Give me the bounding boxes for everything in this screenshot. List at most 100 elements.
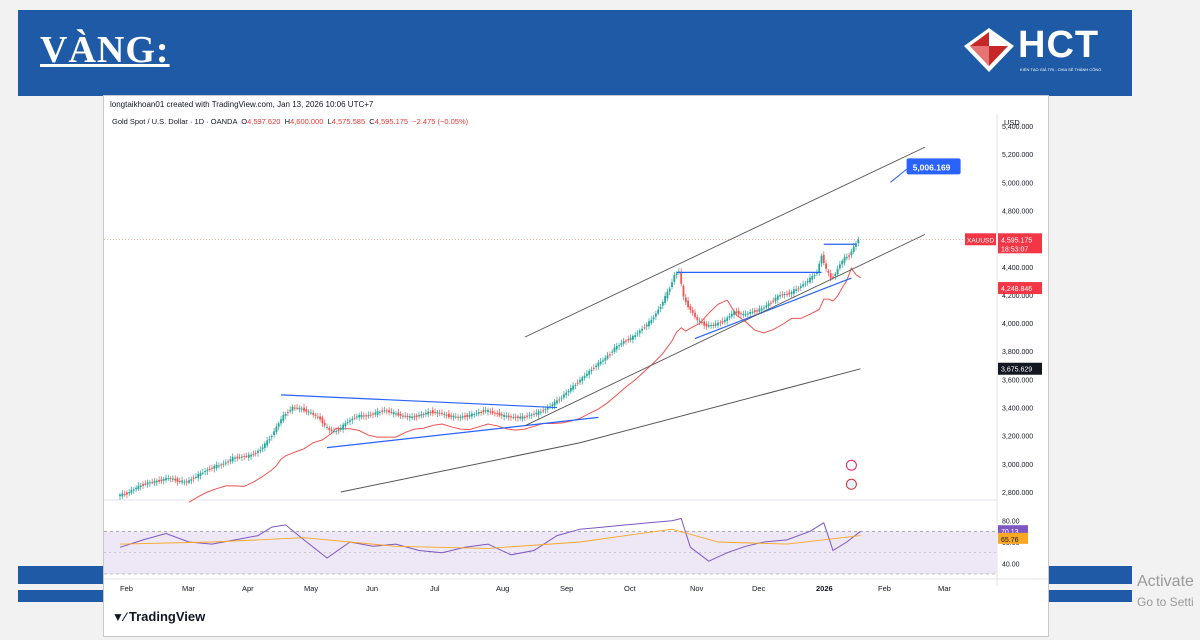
ma-short-label-text: 4,248.846 — [1001, 286, 1032, 293]
candle-body — [719, 322, 722, 324]
currency-label: USD — [1004, 118, 1020, 127]
candle-body — [632, 336, 634, 340]
candle-body — [691, 310, 694, 313]
candle-body — [213, 465, 216, 469]
tradingview-brand: ▼⁄ TradingView — [112, 609, 205, 624]
candle-body — [132, 489, 135, 491]
candle-body — [201, 472, 204, 474]
candle-body — [774, 297, 777, 302]
candle-body — [710, 325, 712, 327]
candle-body — [466, 415, 469, 417]
candle-body — [563, 394, 565, 398]
candle-body — [705, 323, 708, 327]
candle-body — [664, 296, 666, 303]
candle-body — [167, 478, 170, 480]
candle-body — [123, 494, 126, 496]
candle-body — [482, 410, 485, 413]
candle-body — [126, 492, 128, 495]
candle-body — [365, 415, 367, 417]
candle-body — [652, 317, 655, 320]
candle-body — [756, 310, 758, 312]
candle-body — [643, 327, 646, 329]
ma-long-label-box — [998, 362, 1042, 375]
candle-body — [627, 338, 630, 341]
price-tick-label: 3,600.000 — [1002, 377, 1033, 384]
candle-body — [303, 407, 305, 412]
candle-body — [535, 412, 538, 415]
candle-body — [855, 243, 857, 247]
candle-body — [494, 412, 496, 414]
logo-diamond-icon — [964, 28, 1014, 72]
candle-body — [344, 423, 347, 427]
candle-body — [553, 401, 556, 406]
tradingview-logo-icon: ▼⁄ — [112, 610, 126, 624]
candle-body — [576, 382, 579, 384]
candle-body — [542, 410, 545, 412]
candle-body — [206, 469, 209, 472]
candle-body — [388, 410, 390, 413]
candle-body — [666, 291, 669, 299]
candle-body — [806, 281, 809, 283]
candle-body — [381, 410, 384, 412]
candle-body — [811, 275, 814, 280]
candle-body — [418, 414, 420, 417]
candle-body — [356, 416, 358, 418]
candle-body — [680, 271, 683, 284]
candles-group — [119, 236, 860, 500]
rsi-ma-line — [119, 528, 861, 549]
current-price-label-text: 4,595.175 — [1001, 237, 1032, 244]
candle-body — [832, 276, 834, 278]
candle-body — [374, 412, 377, 415]
candle-body — [781, 294, 784, 296]
candle-body — [850, 251, 853, 256]
candle-body — [135, 487, 137, 490]
candle-body — [369, 414, 372, 416]
current-price-label-box — [998, 233, 1042, 254]
candle-body — [765, 305, 768, 308]
candle-body — [597, 362, 600, 367]
candle-body — [751, 311, 754, 313]
price-tick-label: 5,200.000 — [1002, 152, 1033, 159]
candle-body — [383, 410, 386, 412]
candle-body — [760, 308, 763, 311]
candle-body — [443, 413, 446, 415]
time-tick-label: Sep — [560, 584, 573, 593]
candle-body — [717, 322, 719, 326]
candle-body — [227, 461, 229, 463]
candle-body — [565, 392, 568, 396]
candle-body — [204, 470, 206, 473]
candle-body — [266, 440, 269, 446]
candle-body — [379, 411, 381, 413]
candle-body — [857, 239, 860, 244]
candle-body — [742, 313, 745, 316]
candle-body — [298, 407, 301, 410]
candle-body — [793, 289, 795, 294]
candle-body — [153, 481, 156, 483]
candle-body — [146, 482, 149, 485]
candle-body — [151, 482, 154, 484]
candle-body — [326, 426, 328, 428]
candle-body — [822, 254, 825, 264]
price-tick-label: 5,000.000 — [1002, 180, 1033, 187]
candle-body — [560, 397, 563, 399]
candle-body — [241, 456, 243, 458]
candle-body — [293, 407, 296, 409]
target-label-text: 5,006.169 — [913, 162, 951, 172]
candle-body — [431, 410, 434, 414]
candle-body — [236, 456, 239, 459]
price-chart-svg[interactable]: 5,400.000 5,200.000 5,000.000 4,800.000 4,60… — [104, 96, 1048, 636]
price-tick-label: 3,400.000 — [1002, 406, 1033, 413]
candle-body — [592, 367, 595, 369]
candle-body — [586, 373, 588, 376]
candle-body — [611, 351, 614, 353]
candle-body — [415, 415, 418, 417]
candle-body — [521, 416, 524, 419]
candle-body — [546, 407, 549, 410]
candle-body — [595, 365, 597, 368]
candle-body — [457, 416, 459, 418]
candle-body — [528, 415, 531, 417]
time-tick-label: Feb — [120, 584, 133, 593]
price-tick-label: 2,800.000 — [1002, 490, 1033, 497]
candle-body — [843, 257, 846, 263]
candle-body — [489, 411, 492, 413]
